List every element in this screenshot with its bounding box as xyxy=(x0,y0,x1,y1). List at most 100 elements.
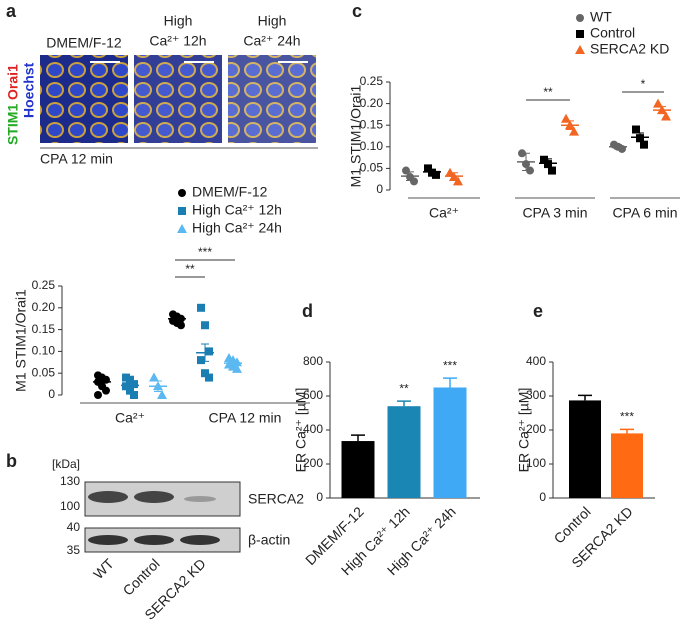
y-tick-label: 200 xyxy=(303,456,323,470)
condition-label: DMEM/F-12 xyxy=(46,35,122,51)
error-bar xyxy=(578,394,592,401)
point xyxy=(205,373,213,382)
point xyxy=(126,375,134,384)
legend-marker xyxy=(575,45,585,54)
point xyxy=(102,386,110,395)
band xyxy=(134,491,174,503)
lane-label: WT xyxy=(90,555,117,582)
error-bar xyxy=(428,168,436,175)
legend-label: WT xyxy=(590,9,612,25)
point xyxy=(424,164,432,173)
band xyxy=(88,535,128,545)
channel-label: STIM1 xyxy=(5,104,21,145)
sig-label: *** xyxy=(198,245,212,259)
y-tick-label: 0 xyxy=(48,387,55,401)
error-bar xyxy=(351,434,365,442)
legend-marker xyxy=(178,189,186,197)
error-bar xyxy=(154,380,162,393)
point xyxy=(122,382,130,391)
marker-label: 35 xyxy=(67,543,81,557)
legend-marker xyxy=(576,30,584,38)
point xyxy=(130,380,138,389)
y-tick-label: 400 xyxy=(526,354,546,368)
legend-marker xyxy=(178,207,186,215)
y-tick-label: 0.15 xyxy=(32,322,56,336)
y-axis-label: M1 STIM1/Orai1 xyxy=(348,84,364,187)
legend-marker xyxy=(177,224,187,233)
y-tick-label: 0 xyxy=(316,490,323,504)
y-tick-label: 300 xyxy=(526,388,546,402)
channel-label: Orai1 xyxy=(5,64,21,100)
point xyxy=(232,363,242,373)
point xyxy=(130,391,138,399)
error-bar xyxy=(406,171,414,181)
y-axis-label: M1 STIM1/Orai1 xyxy=(13,289,29,392)
panel-letter: a xyxy=(6,1,17,21)
channel-label: Hoechst xyxy=(21,62,37,118)
micrograph xyxy=(40,55,128,143)
legend-label: SERCA2 KD xyxy=(590,41,669,57)
legend-label: Control xyxy=(590,25,635,41)
panel-letter: b xyxy=(6,451,17,471)
error-bar xyxy=(450,172,458,181)
x-tick-label: CPA 3 min xyxy=(522,205,587,221)
point xyxy=(197,303,205,312)
legend-label: High Ca²⁺ 24h xyxy=(192,220,282,236)
error-bar xyxy=(636,132,644,143)
sig-label: *** xyxy=(443,358,457,372)
point xyxy=(632,125,640,134)
panel-letter: c xyxy=(352,1,362,21)
bar xyxy=(611,433,643,498)
y-tick-label: 0.10 xyxy=(360,139,384,153)
micrograph xyxy=(228,55,316,143)
point xyxy=(653,98,663,108)
point xyxy=(197,356,205,365)
point xyxy=(661,111,671,121)
sig-label: ** xyxy=(543,85,553,99)
error-bar xyxy=(126,381,134,389)
bar xyxy=(387,406,421,498)
marker-label: 40 xyxy=(67,520,81,534)
marker-label: 130 xyxy=(60,474,80,488)
point xyxy=(453,176,463,186)
band xyxy=(184,496,216,502)
error-bar xyxy=(201,343,209,362)
y-tick-label: 0.05 xyxy=(32,365,56,379)
condition-label: High xyxy=(164,13,193,29)
y-tick-label: 0.20 xyxy=(32,300,56,314)
band xyxy=(180,535,220,545)
y-tick-label: 0.05 xyxy=(360,161,384,175)
x-tick-label: CPA 12 min xyxy=(209,410,282,426)
x-tick-label: Ca²⁺ xyxy=(429,205,459,221)
point xyxy=(201,369,209,378)
y-tick-label: 0 xyxy=(539,490,546,504)
panel-letter: d xyxy=(302,301,313,321)
y-tick-label: 800 xyxy=(303,354,323,368)
marker-label: 100 xyxy=(60,499,80,513)
x-tick-label: CPA 6 min xyxy=(612,205,677,221)
point xyxy=(157,390,167,399)
western-blot xyxy=(84,481,241,553)
point xyxy=(201,321,209,330)
point xyxy=(205,347,213,356)
point xyxy=(149,372,159,382)
legend-label: DMEM/F-12 xyxy=(192,184,268,200)
bar xyxy=(341,441,375,498)
y-tick-label: 0.20 xyxy=(360,96,384,110)
sig-label: ** xyxy=(185,262,195,276)
y-tick-label: 100 xyxy=(526,456,546,470)
error-bar xyxy=(620,428,634,434)
error-bar xyxy=(658,106,666,115)
bar xyxy=(433,387,467,498)
point xyxy=(232,357,242,367)
y-tick-label: 400 xyxy=(303,422,323,436)
y-tick-label: 0 xyxy=(376,182,383,196)
band xyxy=(88,491,128,503)
error-bar xyxy=(98,377,106,386)
sig-label: * xyxy=(641,77,646,91)
band xyxy=(134,535,174,545)
error-bar xyxy=(614,144,622,150)
micrograph xyxy=(134,55,222,143)
y-tick-label: 0.15 xyxy=(360,117,384,131)
